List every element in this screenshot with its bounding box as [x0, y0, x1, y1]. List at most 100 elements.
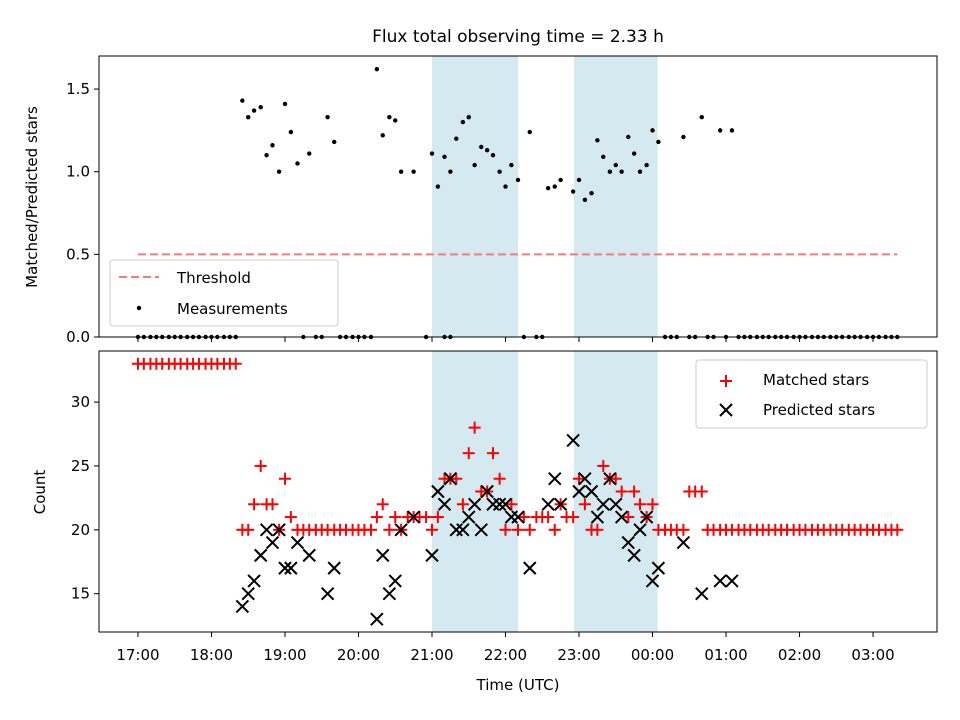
matched-star-marker [376, 498, 389, 511]
predicted-star-marker [725, 574, 739, 588]
predicted-star-marker [651, 561, 666, 575]
measurement-point [454, 136, 459, 141]
matched-star-marker [615, 485, 628, 498]
count-x-ticks: 17:00 18:00 19:00 20:00 21:00 22:00 23:00 00:00… [116, 632, 895, 664]
measurement-point [589, 190, 594, 196]
measurement-point [545, 186, 551, 191]
predicted-star-marker [474, 523, 488, 537]
matched-star-marker [468, 421, 481, 434]
count-y-label: Count [31, 470, 49, 515]
ratio-legend: Threshold Measurements [109, 259, 339, 327]
measurement-point [479, 144, 484, 150]
measurement-point [246, 114, 251, 120]
measurement-point [460, 119, 466, 125]
predicted-star-marker [695, 586, 709, 601]
ratio-axes-frame [98, 55, 938, 338]
ratio-measurement-points [240, 67, 735, 203]
measurement-point [509, 162, 514, 168]
matched-star-marker [493, 472, 506, 485]
y-tick-label: 20 [71, 521, 90, 539]
x-tick-label: 00:00 [631, 646, 674, 664]
matched-star-marker [542, 511, 555, 524]
measurement-point [264, 152, 269, 158]
matched-star-marker [456, 498, 469, 511]
matched-star-marker [567, 511, 580, 524]
measurement-point [393, 118, 398, 123]
predicted-star-marker [456, 523, 470, 537]
measurement-point [270, 143, 275, 148]
matched-star-marker [548, 523, 561, 536]
measurement-point [681, 134, 686, 140]
legend-matched-swatch [720, 375, 732, 387]
predicted-star-marker [633, 523, 647, 537]
measurement-point [631, 151, 637, 156]
measurement-point [240, 98, 245, 103]
predicted-star-marker [584, 484, 599, 499]
predicted-star-marker [259, 523, 274, 537]
measurement-point [466, 114, 471, 120]
measurement-point [607, 169, 613, 174]
predicted-star-marker [553, 497, 568, 511]
predicted-star-marker [278, 561, 292, 575]
legend-measurements-label: Measurements [177, 300, 288, 318]
matched-star-marker [425, 523, 438, 536]
y-tick-label: 0.5 [66, 245, 90, 263]
predicted-star-marker [376, 548, 390, 563]
measurement-point [527, 129, 532, 135]
measurement-point [619, 169, 624, 174]
matched-star-marker [891, 523, 904, 536]
predicted-star-marker [548, 472, 562, 486]
predicted-star-marker [541, 497, 555, 511]
measurement-point [515, 177, 521, 183]
predicted-star-marker [639, 510, 654, 524]
measurement-point [307, 151, 312, 156]
matched-star-marker [499, 523, 512, 536]
measurement-point [490, 152, 496, 158]
measurement-point [435, 184, 441, 189]
matched-star-marker [284, 511, 297, 524]
matched-star-marker [591, 523, 604, 536]
measurement-point [258, 105, 263, 110]
ratio-title: Flux total observing time = 2.33 h [372, 27, 664, 47]
predicted-star-marker [523, 561, 537, 575]
measurement-point [644, 162, 649, 168]
predicted-star-marker [467, 497, 482, 511]
predicted-star-marker [425, 548, 439, 563]
measurement-point [717, 128, 723, 133]
measurement-point [442, 154, 447, 160]
count-legend: Matched stars Predicted stars [695, 359, 928, 429]
measurement-point [656, 139, 661, 145]
matched-star-marker [578, 498, 591, 511]
predicted-star-marker [603, 472, 617, 486]
predicted-star-marker [254, 548, 268, 563]
y-tick-label: 15 [71, 585, 90, 603]
x-tick-label: 23:00 [557, 646, 600, 664]
predicted-star-marker [621, 535, 635, 550]
predicted-star-marker [406, 510, 421, 524]
legend-predicted-swatch [719, 403, 733, 417]
matched-star-marker [242, 523, 255, 536]
measurement-point [601, 154, 606, 160]
measurement-point [613, 162, 618, 168]
x-tick-label: 18:00 [190, 646, 233, 664]
matched-stars-points [131, 357, 904, 536]
matched-star-marker [266, 498, 279, 511]
predicted-star-marker [382, 586, 397, 601]
measurement-point [332, 139, 337, 145]
x-tick-label: 02:00 [778, 646, 821, 664]
legend-measurements-swatch [136, 305, 142, 311]
predicted-star-marker [590, 510, 605, 524]
predicted-star-marker [645, 574, 660, 588]
matched-star-marker [383, 523, 396, 536]
predicted-star-marker [284, 561, 298, 575]
measurement-point [295, 161, 300, 166]
measurement-point [503, 184, 508, 189]
matched-star-marker [487, 447, 500, 460]
legend-threshold-label: Threshold [176, 269, 251, 287]
matched-star-marker [646, 498, 659, 511]
x-tick-label: 22:00 [484, 646, 527, 664]
predicted-star-marker [713, 574, 727, 588]
predicted-star-marker [247, 574, 261, 588]
measurement-point [576, 177, 582, 183]
